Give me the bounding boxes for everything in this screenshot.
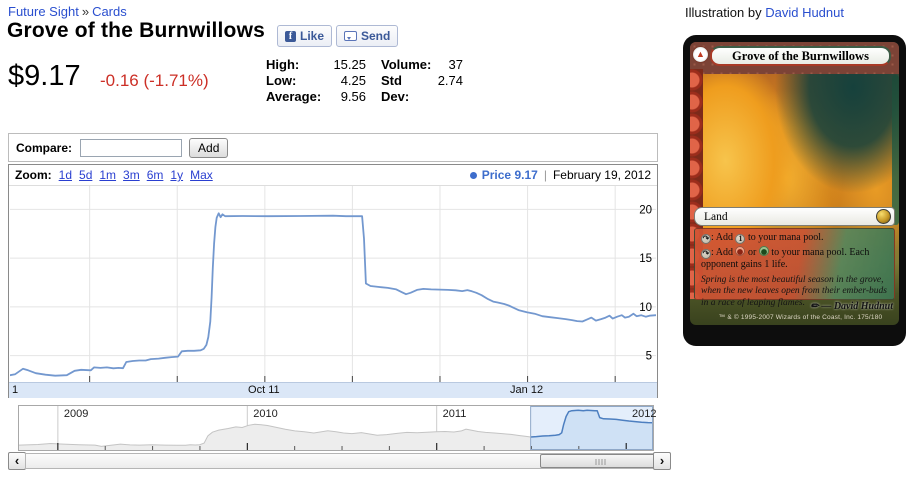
navigator-year-label: 2009 <box>63 408 89 420</box>
stddev-label: Std Dev: <box>381 73 410 104</box>
scrollbar-track[interactable] <box>25 453 661 469</box>
zoom-label: Zoom: <box>15 168 52 182</box>
card-right-frame <box>892 75 899 225</box>
volume-value: 37 <box>448 57 463 72</box>
illustration-credit: Illustration by David Hudnut <box>685 5 844 20</box>
average-label: Average: <box>266 89 322 104</box>
axis-date-label: Oct 11 <box>248 384 280 396</box>
card-copyright: ™ & © 1995-2007 Wizards of the Coast, In… <box>718 314 883 321</box>
breadcrumb-separator: » <box>81 4 90 19</box>
compare-label: Compare: <box>16 140 73 155</box>
set-symbol-icon <box>876 209 891 224</box>
high-label: High: <box>266 57 300 72</box>
chart-legend: Price 9.17 | February 19, 2012 <box>469 168 651 182</box>
legend-date: February 19, 2012 <box>552 168 651 182</box>
colorless-one-symbol-icon: 1 <box>735 234 746 244</box>
card-type-text: Land <box>704 210 728 223</box>
breadcrumb: Future Sight» Cards <box>8 4 127 19</box>
send-button-label: Send <box>361 29 391 43</box>
chart-date-axis: 1 Oct 11 Jan 12 <box>9 382 657 398</box>
zoom-range-6m[interactable]: 6m <box>146 168 164 182</box>
card-type-line: Land <box>694 207 895 226</box>
stddev-value: 2.74 <box>437 73 463 88</box>
price-change: -0.16 (-1.71%) <box>100 71 209 90</box>
high-value: 15.25 <box>333 57 366 72</box>
volume-label: Volume: <box>381 57 432 72</box>
compare-input[interactable] <box>80 138 183 157</box>
tap-symbol-icon: ↷ <box>701 234 711 244</box>
card-title: Grove of the Burnwillows <box>732 48 869 63</box>
stats-column-1: High: 15.25 Low: 4.25 Average: 9.56 <box>266 57 366 105</box>
main-chart-plot[interactable]: 5 10 15 20 <box>9 186 657 382</box>
legend-series-name: Price <box>481 168 512 182</box>
navigator-year-label: 2010 <box>253 408 278 420</box>
zoom-range-3m[interactable]: 3m <box>123 168 140 182</box>
low-label: Low: <box>266 73 297 88</box>
stats-column-2: Volume: 37 Std Dev: 2.74 <box>381 57 463 104</box>
timeline-navigator[interactable]: 2009 2010 2011 2012 <box>18 405 657 451</box>
svg-text:10: 10 <box>639 302 652 314</box>
send-bubble-icon <box>344 31 357 41</box>
brush-icon: ✏ <box>810 301 819 312</box>
add-button[interactable]: Add <box>189 137 229 158</box>
series-dot-icon <box>469 171 477 179</box>
facebook-like-button[interactable]: f Like <box>277 25 333 47</box>
card-rules: ↷: Add 1 to your mana pool. ↷: Add or to … <box>701 232 870 270</box>
navigator-chart <box>18 406 654 450</box>
current-price: $9.17 <box>8 60 81 92</box>
legend-series-value: 9.17 <box>514 168 538 182</box>
red-mana-icon <box>735 245 746 256</box>
land-type-icon: ▲ <box>692 46 709 63</box>
card-title-banner: Grove of the Burnwillows <box>710 46 891 66</box>
card-image: ▲ Grove of the Burnwillows Land ↷: Add 1… <box>683 35 906 346</box>
chart-toolbar: Zoom: 1d 5d 1m 3m 6m 1y Max Price 9.17 |… <box>9 165 657 186</box>
price-chart-panel: Zoom: 1d 5d 1m 3m 6m 1y Max Price 9.17 |… <box>8 164 658 398</box>
svg-text:20: 20 <box>639 204 652 216</box>
zoom-range-1y[interactable]: 1y <box>170 168 184 182</box>
thumb-grip-icon <box>595 459 606 465</box>
illustration-prefix: Illustration by <box>685 5 762 20</box>
card-artist-credit: ✏ — David Hudnut <box>810 301 893 312</box>
breadcrumb-cards-link[interactable]: Cards <box>92 4 127 19</box>
like-button-label: Like <box>300 29 325 43</box>
page-title: Grove of the Burnwillows <box>7 19 265 42</box>
breadcrumb-set-link[interactable]: Future Sight <box>8 4 79 19</box>
navigator-year-label: 2012 <box>632 408 657 420</box>
tap-symbol-icon: ↷ <box>701 248 711 259</box>
svg-text:5: 5 <box>646 351 652 363</box>
navigator-year-label: 2011 <box>442 408 467 420</box>
average-value: 9.56 <box>340 89 366 104</box>
scroll-right-button[interactable]: › <box>653 452 671 470</box>
zoom-range-1m[interactable]: 1m <box>99 168 117 182</box>
scrollbar-thumb[interactable] <box>540 454 661 468</box>
legend-separator: | <box>543 168 547 182</box>
timeline-scrollbar: ‹ › <box>8 452 671 470</box>
facebook-send-button[interactable]: Send <box>336 25 399 47</box>
zoom-range-1d[interactable]: 1d <box>58 168 73 182</box>
low-value: 4.25 <box>340 73 366 88</box>
compare-panel: Compare: Add <box>8 133 658 162</box>
card-flavor-text: Spring is the most beautiful season in t… <box>701 274 887 308</box>
axis-first-label: 1 <box>12 384 19 396</box>
zoom-range-max[interactable]: Max <box>190 168 213 182</box>
green-mana-icon <box>758 245 769 256</box>
svg-text:15: 15 <box>639 253 652 265</box>
facebook-icon: f <box>285 30 296 42</box>
card-text-box: ↷: Add 1 to your mana pool. ↷: Add or to … <box>694 228 895 308</box>
axis-date-label: Jan 12 <box>510 384 544 396</box>
scroll-left-button[interactable]: ‹ <box>8 452 26 470</box>
artist-link[interactable]: David Hudnut <box>765 5 844 20</box>
price-line-chart: 5 10 15 20 <box>9 186 657 382</box>
zoom-range-5d[interactable]: 5d <box>79 168 93 182</box>
